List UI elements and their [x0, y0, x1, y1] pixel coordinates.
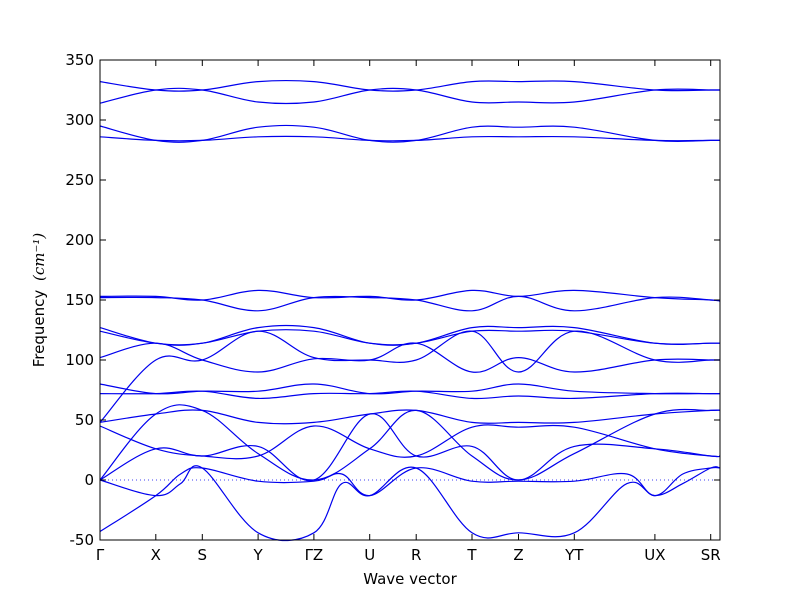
x-tick-label: Γ — [96, 546, 105, 564]
x-tick-label: U — [364, 546, 375, 564]
y-tick-label: 100 — [65, 351, 94, 369]
phonon-band-15 — [99, 413, 721, 482]
y-tick-label: -50 — [70, 531, 95, 549]
y-tick-label: 150 — [65, 291, 94, 309]
y-axis-label-unit: (cm⁻¹) — [30, 233, 48, 281]
phonon-band-13 — [99, 409, 721, 425]
x-axis-label: Wave vector — [363, 570, 457, 588]
x-tick-label: Z — [513, 546, 523, 564]
phonon-band-6 — [99, 295, 721, 312]
band-lines — [99, 79, 721, 542]
phonon-band-9 — [99, 342, 720, 373]
x-axis-ticks: Γ X S Y ΓZ U R T Z YT UX SR — [96, 60, 721, 564]
phonon-band-10 — [99, 330, 720, 423]
y-axis-label-text: Frequency — [30, 290, 48, 368]
y-axis-label: Frequency (cm⁻¹) — [30, 233, 48, 368]
phonon-band-4 — [99, 135, 720, 142]
x-tick-label: Y — [253, 546, 264, 564]
x-tick-label: T — [466, 546, 477, 564]
y-tick-label: 300 — [65, 111, 94, 129]
x-tick-label: S — [198, 546, 208, 564]
phonon-band-7 — [99, 324, 720, 346]
phonon-band-2 — [99, 87, 720, 105]
y-tick-label: 350 — [65, 51, 94, 69]
y-tick-label: 250 — [65, 171, 94, 189]
x-tick-label: X — [151, 546, 161, 564]
phonon-band-17 — [99, 465, 721, 542]
y-axis-ticks: -50 0 50 100 150 200 250 300 350 — [65, 51, 720, 549]
x-tick-label: ΓZ — [305, 546, 324, 564]
x-tick-label: YT — [564, 546, 584, 564]
x-tick-label: SR — [701, 546, 721, 564]
y-tick-label: 50 — [75, 411, 94, 429]
phonon-band-12 — [99, 390, 720, 400]
x-tick-label: R — [411, 546, 421, 564]
phonon-band-14 — [99, 424, 721, 460]
phonon-band-16 — [99, 404, 721, 481]
x-tick-label: UX — [644, 546, 665, 564]
phonon-band-11 — [99, 383, 720, 395]
phonon-band-8 — [99, 328, 720, 346]
phonon-band-18 — [99, 466, 721, 533]
y-tick-label: 200 — [65, 231, 94, 249]
y-tick-label: 0 — [84, 471, 94, 489]
